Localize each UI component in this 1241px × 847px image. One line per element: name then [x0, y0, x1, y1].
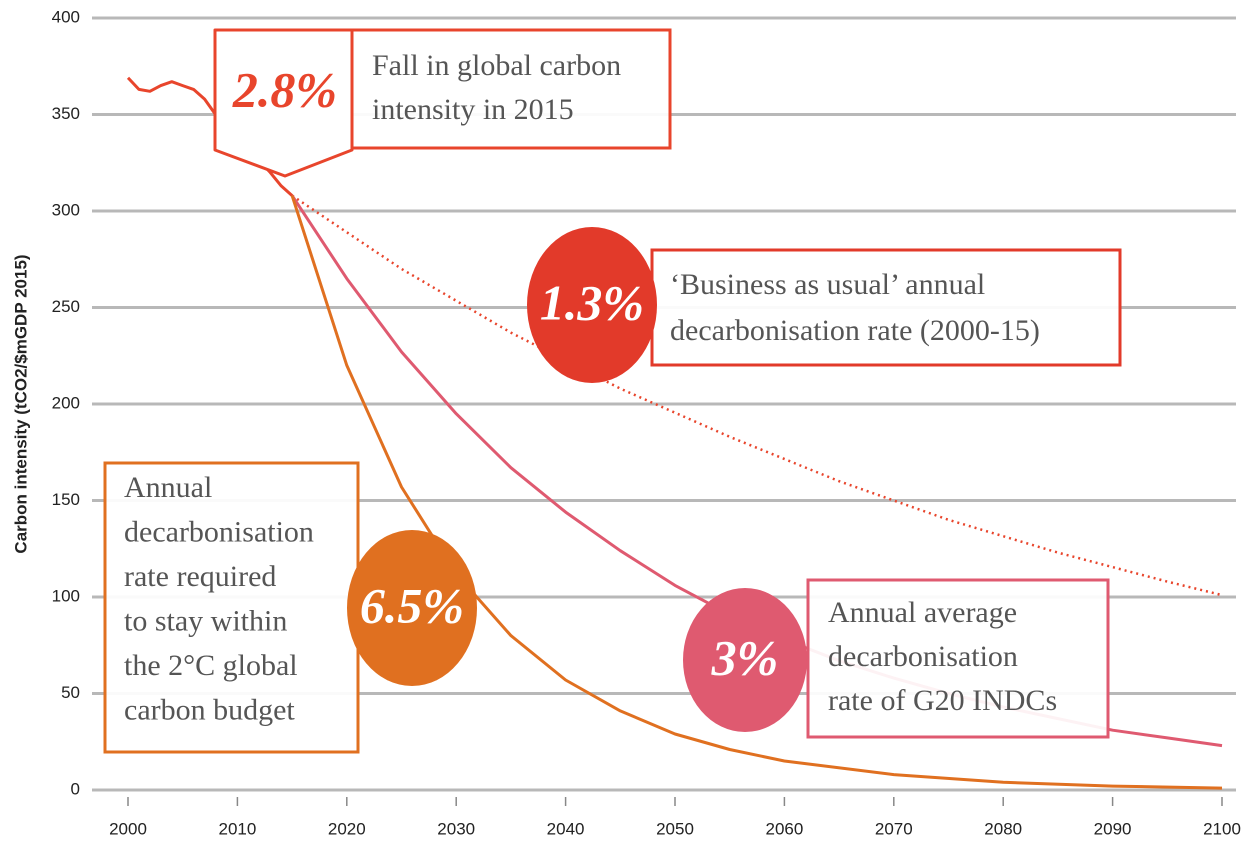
annotation-text: intensity in 2015: [372, 93, 574, 126]
y-tick-label: 400: [52, 7, 80, 26]
annotation-text: decarbonisation: [124, 515, 314, 548]
annotation-text: rate required: [124, 560, 276, 593]
series-line: [291, 194, 1223, 597]
x-tick-label: 2090: [1094, 819, 1132, 838]
annotation-text: Annual average: [828, 596, 1017, 629]
x-tick-label: 2020: [328, 819, 366, 838]
annotation-badge: [347, 530, 477, 686]
x-tick-label: 2010: [218, 819, 256, 838]
annotation-text: the 2°C global: [124, 649, 298, 682]
annotation-text: Annual: [124, 471, 212, 504]
x-tick-label: 2030: [437, 819, 475, 838]
x-tick-label: 2080: [984, 819, 1022, 838]
x-tick-label: 2000: [109, 819, 147, 838]
annotation-label: 1.3%: [540, 274, 644, 330]
annotation-label: 6.5%: [360, 577, 464, 633]
y-tick-label: 150: [52, 490, 80, 509]
annotation-label: 3%: [711, 629, 779, 685]
annotation-badge: [683, 588, 807, 732]
annotation-text: decarbonisation rate (2000-15): [670, 314, 1040, 347]
x-tick-label: 2060: [765, 819, 803, 838]
annotation-badge: [527, 227, 657, 383]
annotation-text: rate of G20 INDCs: [828, 684, 1057, 717]
y-tick-label: 100: [52, 586, 80, 605]
x-tick-label: 2050: [656, 819, 694, 838]
series-line: [290, 195, 1223, 790]
annotation-label: 2.8%: [232, 61, 337, 117]
y-tick-label: 0: [71, 779, 80, 798]
annotation-text: to stay within: [124, 604, 287, 637]
y-tick-label: 50: [61, 683, 80, 702]
annotation-text: carbon budget: [124, 693, 295, 726]
annotation-box: [103, 461, 360, 754]
y-tick-label: 200: [52, 393, 80, 412]
y-tick-label: 350: [52, 104, 80, 123]
annotation-text: decarbonisation: [828, 640, 1018, 673]
annotation-text: ‘Business as usual’ annual: [670, 268, 985, 301]
y-axis-label: Carbon intensity (tCO2/$mGDP 2015): [11, 254, 30, 553]
annotation-box: [350, 28, 672, 150]
annotation-badge: [213, 28, 354, 178]
x-tick-label: 2070: [875, 819, 913, 838]
x-tick-label: 2040: [547, 819, 585, 838]
y-tick-label: 250: [52, 297, 80, 316]
annotation-box: [650, 248, 1122, 367]
y-tick-label: 300: [52, 200, 80, 219]
annotation-box: [806, 578, 1110, 739]
annotation-text: Fall in global carbon: [372, 49, 621, 82]
x-tick-label: 2100: [1203, 819, 1241, 838]
